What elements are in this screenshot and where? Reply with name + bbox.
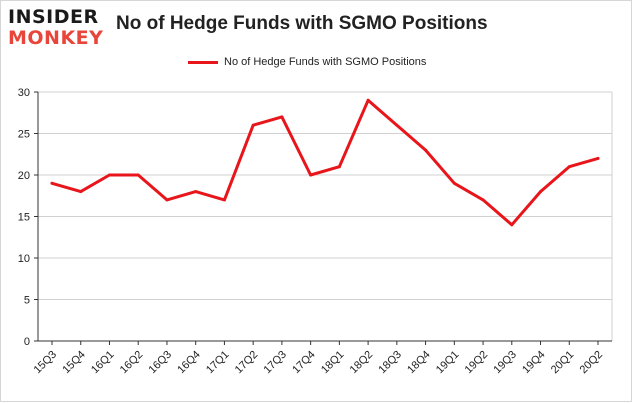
x-tick-label: 15Q3 [32, 349, 60, 377]
chart-title: No of Hedge Funds with SGMO Positions [116, 13, 488, 34]
x-tick-label: 16Q2 [118, 349, 146, 377]
y-axis-ticks: 0 5 10 15 20 25 30 [18, 87, 38, 348]
x-tick-label: 17Q3 [261, 349, 289, 377]
y-tick-label: 25 [18, 129, 30, 141]
x-tick-label: 16Q3 [147, 349, 175, 377]
data-point [222, 198, 226, 202]
x-tick-label: 19Q4 [520, 349, 548, 377]
series-line [50, 98, 600, 227]
y-tick-label: 0 [24, 336, 30, 348]
x-tick-label: 18Q3 [376, 349, 404, 377]
data-point [481, 198, 485, 202]
chart-legend: No of Hedge Funds with SGMO Positions [188, 54, 426, 70]
data-point [251, 123, 255, 127]
x-axis-ticks: 15Q3 15Q4 16Q1 16Q2 16Q3 16Q4 17Q1 17Q2 17Q3 17Q4… [32, 341, 606, 377]
data-point [452, 181, 456, 185]
logo-line-1: INSIDER [8, 6, 99, 28]
data-point [337, 165, 341, 169]
data-point [136, 173, 140, 177]
legend-swatch [188, 60, 218, 64]
data-point [510, 223, 514, 227]
x-tick-label: 20Q2 [578, 349, 606, 377]
y-tick-label: 10 [18, 253, 30, 265]
data-point [539, 190, 543, 194]
data-point [107, 173, 111, 177]
logo-line-2: MONKEY [8, 27, 104, 49]
x-tick-label: 18Q4 [405, 349, 433, 377]
y-tick-label: 15 [18, 212, 30, 224]
x-tick-label: 18Q2 [348, 349, 376, 377]
y-tick-label: 30 [18, 87, 30, 99]
data-point [79, 190, 83, 194]
x-tick-label: 15Q4 [60, 349, 88, 377]
grid-lines [38, 91, 613, 341]
y-tick-label: 20 [18, 170, 30, 182]
x-tick-label: 17Q4 [290, 349, 318, 377]
x-tick-label: 19Q3 [491, 349, 519, 377]
data-point [194, 190, 198, 194]
y-tick-label: 5 [24, 295, 30, 307]
data-point [366, 98, 370, 102]
x-tick-label: 19Q1 [434, 349, 462, 377]
x-tick-label: 16Q4 [175, 349, 203, 377]
data-point [309, 173, 313, 177]
data-point [165, 198, 169, 202]
insider-monkey-logo: INSIDER MONKEY [8, 6, 112, 50]
data-point [567, 165, 571, 169]
data-point [596, 156, 600, 160]
data-point [424, 148, 428, 152]
x-tick-label: 17Q2 [233, 349, 261, 377]
data-point [50, 181, 54, 185]
x-tick-label: 20Q1 [549, 349, 577, 377]
data-series [50, 98, 600, 227]
x-tick-label: 19Q2 [463, 349, 491, 377]
legend-label: No of Hedge Funds with SGMO Positions [224, 56, 427, 68]
x-tick-label: 18Q1 [319, 349, 347, 377]
x-tick-label: 17Q1 [204, 349, 232, 377]
data-point [280, 115, 284, 119]
data-point [395, 123, 399, 127]
x-tick-label: 16Q1 [89, 349, 117, 377]
